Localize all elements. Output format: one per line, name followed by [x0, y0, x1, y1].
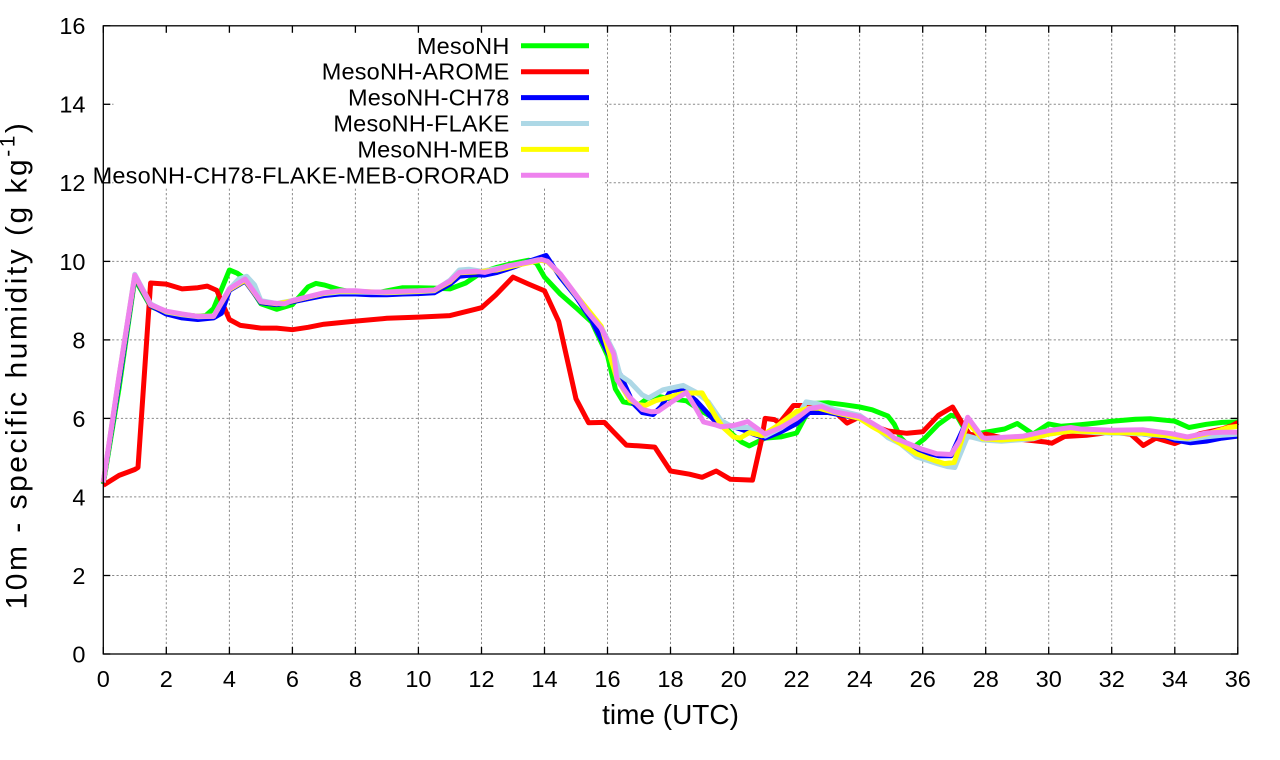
svg-text:20: 20 [721, 666, 747, 692]
svg-text:12: 12 [59, 170, 85, 196]
svg-text:10: 10 [405, 666, 431, 692]
svg-text:MesoNH-CH78-FLAKE-MEB-ORORAD: MesoNH-CH78-FLAKE-MEB-ORORAD [93, 162, 510, 188]
svg-text:26: 26 [910, 666, 936, 692]
svg-text:34: 34 [1162, 666, 1188, 692]
svg-text:MesoNH-CH78: MesoNH-CH78 [348, 85, 510, 111]
svg-text:14: 14 [531, 666, 557, 692]
svg-text:2: 2 [160, 666, 173, 692]
svg-text:24: 24 [847, 666, 873, 692]
svg-text:6: 6 [286, 666, 299, 692]
svg-text:8: 8 [349, 666, 362, 692]
svg-text:32: 32 [1099, 666, 1125, 692]
svg-text:0: 0 [72, 641, 85, 667]
svg-text:8: 8 [72, 327, 85, 353]
svg-text:22: 22 [784, 666, 810, 692]
svg-text:0: 0 [97, 666, 110, 692]
svg-text:10: 10 [59, 249, 85, 275]
svg-text:MesoNH-MEB: MesoNH-MEB [357, 136, 509, 162]
svg-text:16: 16 [59, 13, 85, 39]
svg-text:14: 14 [59, 92, 85, 118]
svg-text:28: 28 [973, 666, 999, 692]
svg-text:12: 12 [468, 666, 494, 692]
svg-text:16: 16 [594, 666, 620, 692]
svg-text:2: 2 [72, 563, 85, 589]
svg-text:18: 18 [657, 666, 683, 692]
svg-text:MesoNH-AROME: MesoNH-AROME [322, 59, 510, 85]
svg-text:4: 4 [72, 484, 85, 510]
svg-text:MesoNH: MesoNH [417, 33, 510, 59]
svg-text:time (UTC): time (UTC) [602, 699, 739, 730]
svg-text:4: 4 [223, 666, 236, 692]
svg-text:10m - specific humidity (g kg-: 10m - specific humidity (g kg-1) [0, 121, 34, 610]
svg-text:6: 6 [72, 406, 85, 432]
svg-text:MesoNH-FLAKE: MesoNH-FLAKE [333, 111, 509, 137]
svg-text:30: 30 [1036, 666, 1062, 692]
svg-text:36: 36 [1225, 666, 1251, 692]
